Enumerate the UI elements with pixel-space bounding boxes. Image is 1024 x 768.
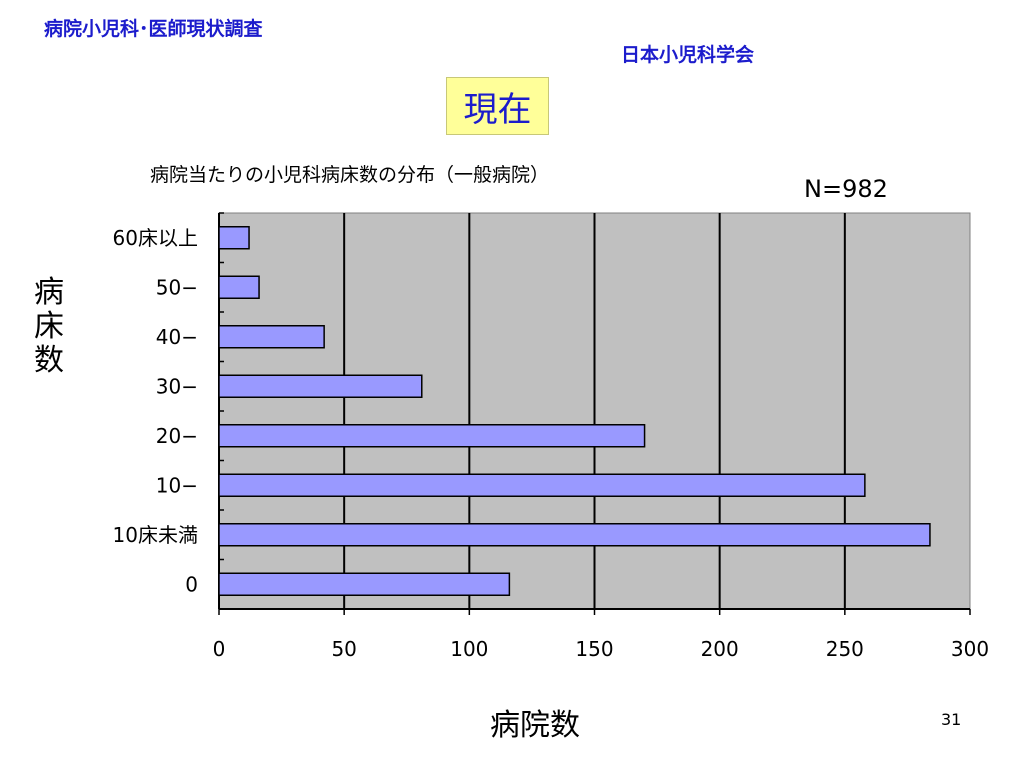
y-axis-label-char-1: 床 bbox=[34, 309, 64, 344]
bar-1 bbox=[218, 275, 260, 299]
slide-number: 31 bbox=[941, 710, 962, 729]
bar-5 bbox=[218, 473, 866, 497]
x-axis-label: 病院数 bbox=[490, 708, 580, 743]
x-tick-label-200: 200 bbox=[701, 637, 739, 661]
y-tick-label-7: 0 bbox=[185, 572, 198, 596]
bar-3 bbox=[218, 374, 423, 398]
y-tick-label-2: 40− bbox=[156, 325, 198, 349]
y-tick-label-4: 20− bbox=[156, 424, 198, 448]
x-tick-label-100: 100 bbox=[450, 637, 488, 661]
x-tick-label-50: 50 bbox=[331, 637, 356, 661]
y-axis-label: 病床数 bbox=[32, 276, 66, 378]
y-tick-label-5: 10− bbox=[156, 473, 198, 497]
bar-2 bbox=[218, 325, 325, 349]
slide-header-title: 病院小児科･医師現状調査 bbox=[44, 18, 263, 40]
bar-0 bbox=[218, 226, 250, 250]
y-tick-label-3: 30− bbox=[156, 374, 198, 398]
current-badge: 現在 bbox=[446, 77, 549, 135]
y-axis-label-char-0: 病 bbox=[34, 275, 64, 310]
y-tick-label-6: 10床未満 bbox=[113, 523, 198, 547]
x-tick-label-150: 150 bbox=[575, 637, 613, 661]
x-tick-label-250: 250 bbox=[826, 637, 864, 661]
organization-name: 日本小児科学会 bbox=[621, 44, 755, 66]
y-axis-label-char-2: 数 bbox=[34, 343, 64, 378]
y-tick-label-1: 50− bbox=[156, 275, 198, 299]
x-tick-label-300: 300 bbox=[951, 637, 989, 661]
bar-6 bbox=[218, 523, 931, 547]
y-tick-label-0: 60床以上 bbox=[113, 226, 198, 250]
chart-title: 病院当たりの小児科病床数の分布（一般病院） bbox=[150, 164, 550, 186]
bar-7 bbox=[218, 572, 511, 596]
x-tick-label-0: 0 bbox=[213, 637, 226, 661]
bar-4 bbox=[218, 424, 646, 448]
sample-size-annotation: N=982 bbox=[804, 175, 888, 203]
